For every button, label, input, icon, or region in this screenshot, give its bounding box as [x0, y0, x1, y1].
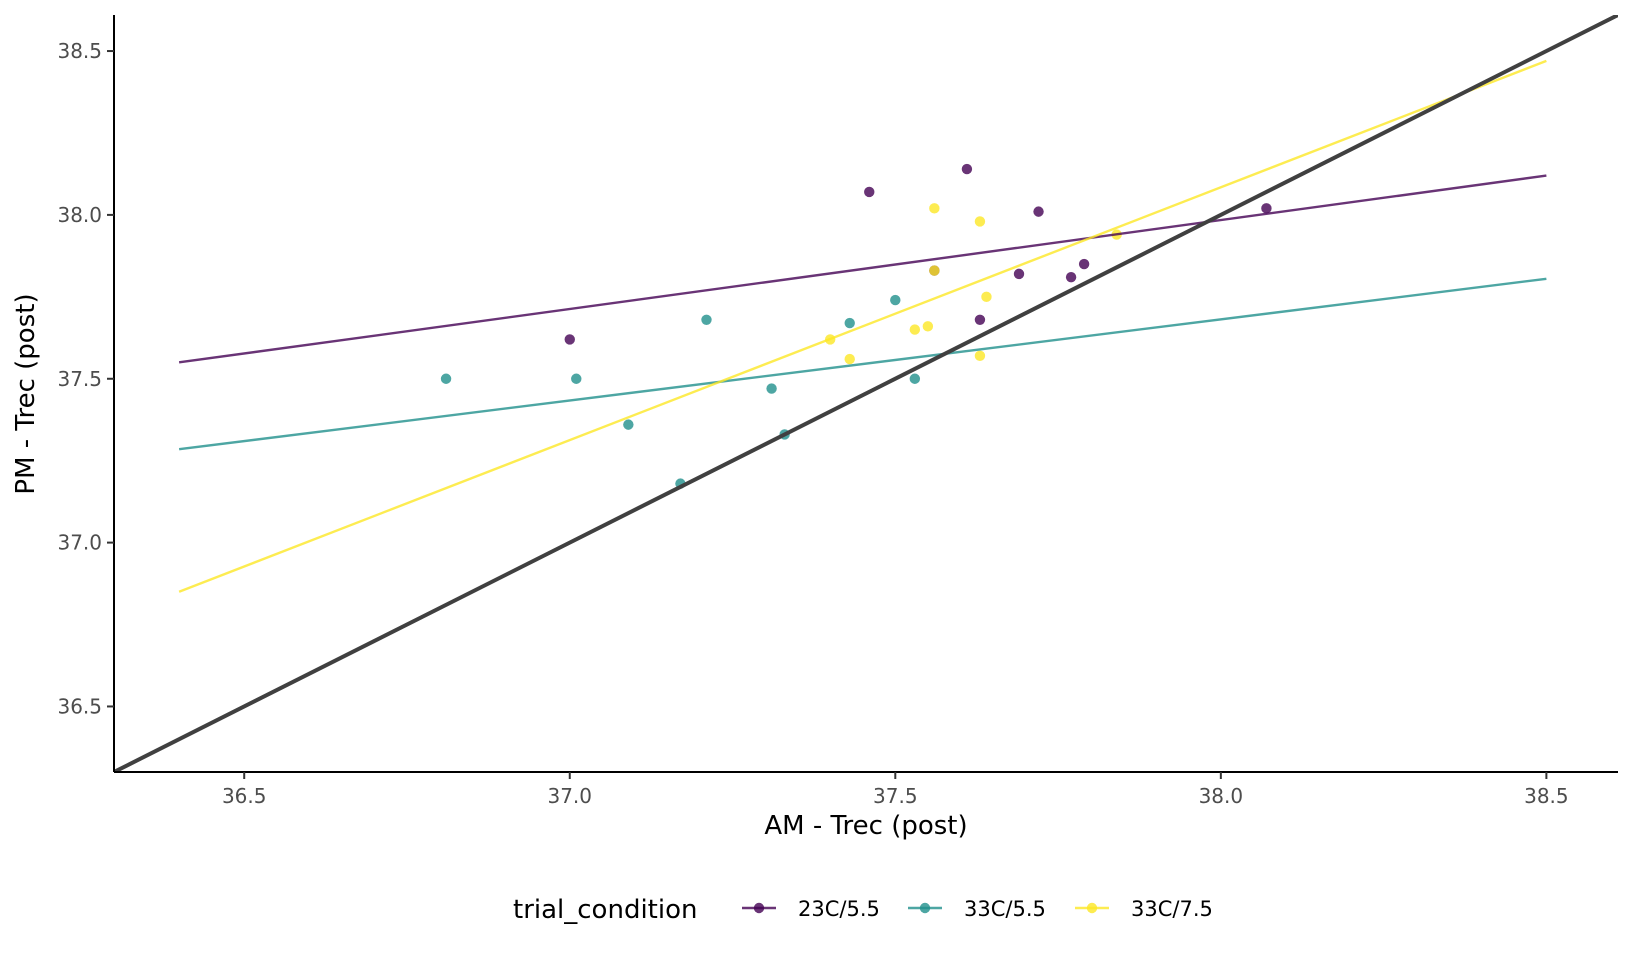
data-point-23c-5-5-6: [1033, 206, 1044, 217]
legend-title: trial_condition: [513, 895, 697, 925]
data-point-23c-5-5-9: [1261, 203, 1272, 214]
x-tick-label-37.0: 37.0: [547, 784, 592, 808]
plot-area: [114, 15, 1618, 772]
y-tick-label-38.0: 38.0: [57, 203, 102, 227]
legend-label-1: 23C/5.5: [798, 897, 880, 921]
data-point-33c-7-5-2: [909, 324, 921, 335]
data-point-33c-5-5-9: [909, 373, 921, 384]
y-tick-label-37.0: 37.0: [57, 531, 102, 555]
data-point-23c-5-5-5: [1013, 268, 1025, 280]
data-point-33c-7-5-4: [929, 265, 940, 276]
y-tick-label-38.5: 38.5: [57, 39, 102, 63]
legend-key-point-3: [1086, 902, 1098, 914]
legend-label-3: 33C/7.5: [1131, 897, 1213, 921]
legend-label-2: 33C/5.5: [964, 897, 1046, 921]
axes: 36.5 37.0 37.5 38.0 38.5 36.5 37.0 37.5 38.0 38.5: [57, 15, 1618, 808]
legend-key-point-1: [753, 902, 765, 914]
fit-line-23c-5-5: [178, 174, 1547, 364]
data-point-33c-5-5-4: [701, 314, 712, 325]
fit-line-33c-7-5: [178, 59, 1547, 593]
data-point-33c-7-5-6: [974, 216, 986, 227]
data-point-33c-7-5-7: [974, 350, 986, 362]
x-tick-label-36.5: 36.5: [222, 784, 267, 808]
x-tick-label-38.5: 38.5: [1524, 784, 1569, 808]
data-point-23c-5-5-4: [974, 314, 986, 325]
x-tick-label-38.0: 38.0: [1199, 784, 1244, 808]
data-point-33c-5-5-2: [623, 419, 634, 430]
y-tick-label-37.5: 37.5: [57, 367, 102, 391]
data-point-23c-5-5-7: [1065, 271, 1077, 283]
legend-key-point-2: [919, 902, 931, 914]
y-axis-title: PM - Trec (post): [11, 293, 41, 494]
data-point-23c-5-5-1: [864, 186, 875, 198]
data-point-33c-5-5-7: [844, 317, 855, 329]
data-point-23c-5-5-8: [1078, 258, 1090, 270]
legend: trial_condition 23C/5.5 33C/5.5 33C/7.5: [513, 895, 1213, 925]
fit-line-33c-5-5: [178, 277, 1547, 451]
x-tick-label-37.5: 37.5: [873, 784, 918, 808]
data-point-33c-7-5-8: [981, 291, 992, 303]
data-point-33c-5-5-0: [440, 373, 452, 384]
data-point-33c-7-5-1: [844, 353, 855, 365]
data-point-33c-7-5-3: [922, 321, 934, 332]
data-point-23c-5-5-2: [961, 163, 973, 175]
data-point-33c-5-5-5: [766, 383, 777, 394]
data-point-33c-7-5-5: [929, 203, 940, 214]
data-point-33c-5-5-8: [890, 294, 901, 306]
identity-line: [114, 15, 1618, 772]
data-point-23c-5-5-0: [564, 334, 575, 345]
y-tick-label-36.5: 36.5: [57, 694, 102, 718]
data-point-33c-5-5-1: [571, 373, 582, 384]
x-axis-title: AM - Trec (post): [764, 811, 967, 841]
